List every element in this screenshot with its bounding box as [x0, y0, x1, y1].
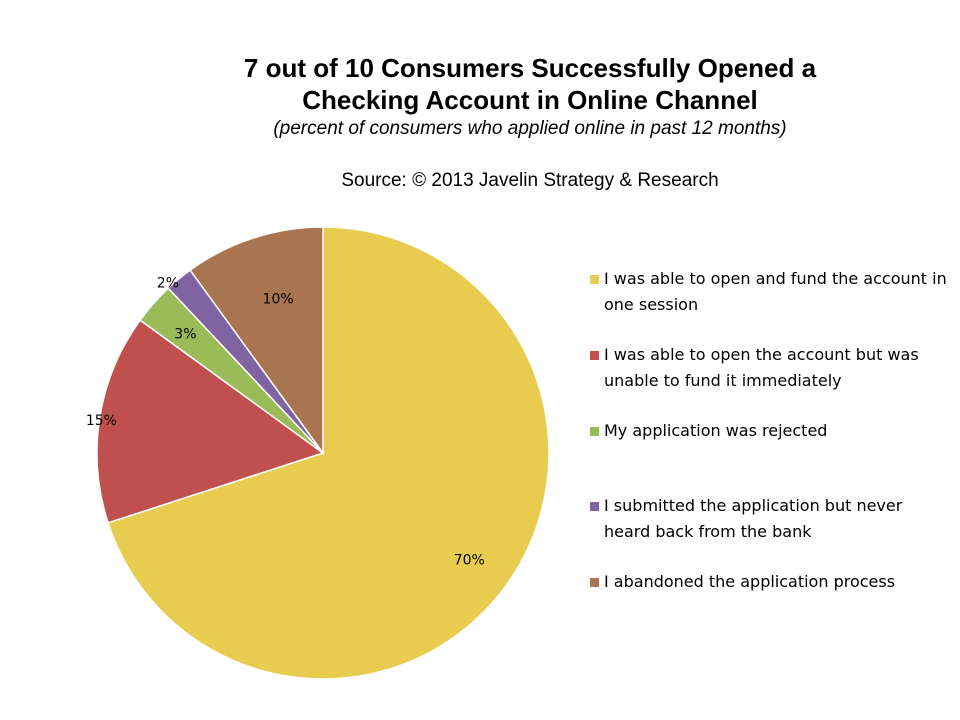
slice-label-rejected: 3%: [174, 326, 196, 342]
pie-slice-abandoned: [189, 226, 324, 456]
legend-label: I abandoned the application process: [604, 572, 896, 591]
legend-label: I submitted the application but never he…: [604, 496, 903, 541]
legend-item-never-heard-back: I submitted the application but never he…: [590, 493, 950, 545]
pie-slice-unable-to-fund: [96, 319, 325, 524]
legend-item-rejected: My application was rejected: [590, 418, 950, 444]
slice-label-unable-to-fund: 15%: [86, 413, 117, 429]
slice-label-open-and-fund: 70%: [454, 552, 485, 568]
legend-item-unable-to-fund: I was able to open the account but was u…: [590, 342, 950, 394]
legend-swatch: [590, 275, 599, 284]
legend-label: I was able to open and fund the account …: [604, 269, 947, 314]
slice-label-abandoned: 10%: [263, 292, 294, 308]
legend-item-open-and-fund: I was able to open and fund the account …: [590, 266, 950, 318]
chart-title-line-1: 7 out of 10 Consumers Successfully Opene…: [243, 53, 817, 83]
legend-item-abandoned: I abandoned the application process: [590, 569, 950, 595]
legend-swatch: [590, 351, 599, 360]
legend-swatch: [590, 427, 599, 436]
legend-swatch: [590, 578, 599, 587]
slice-label-never-heard-back: 2%: [157, 276, 179, 292]
legend-label: My application was rejected: [604, 421, 828, 440]
legend-label: I was able to open the account but was u…: [604, 345, 919, 390]
chart-source: Source: © 2013 Javelin Strategy & Resear…: [341, 170, 719, 191]
chart-subtitle: (percent of consumers who applied online…: [273, 118, 787, 139]
legend-swatch: [590, 502, 599, 511]
chart-title-block: 7 out of 10 Consumers Successfully Opene…: [200, 52, 860, 142]
pie-slice-open-and-fund: [107, 226, 550, 680]
chart-title-line-2: Checking Account in Online Channel: [302, 85, 758, 115]
